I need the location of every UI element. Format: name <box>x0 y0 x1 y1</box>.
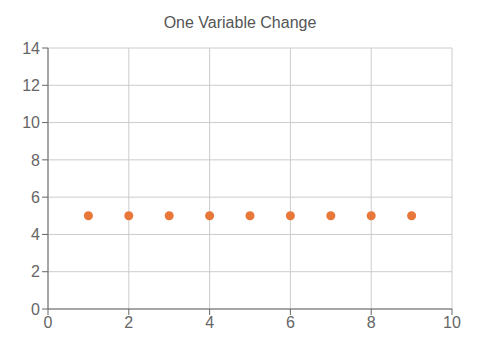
svg-text:12: 12 <box>22 77 40 94</box>
html-text:One Variable Change: One Variable Change <box>163 14 317 31</box>
svg-text:4: 4 <box>31 226 40 243</box>
svg-text:0: 0 <box>44 314 53 331</box>
svg-text:8: 8 <box>367 314 376 331</box>
svg-text:6: 6 <box>286 314 295 331</box>
svg-text:6: 6 <box>31 189 40 206</box>
svg-text:8: 8 <box>31 152 40 169</box>
svg-text:14: 14 <box>22 40 40 57</box>
svg-text:10: 10 <box>443 314 461 331</box>
svg-text:4: 4 <box>205 314 214 331</box>
svg-text:0: 0 <box>31 301 40 318</box>
svg-text:2: 2 <box>31 263 40 280</box>
svg-text:10: 10 <box>22 114 40 131</box>
svg-text:2: 2 <box>124 314 133 331</box>
